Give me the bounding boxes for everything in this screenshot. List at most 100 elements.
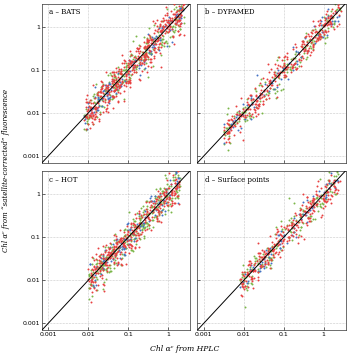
Point <box>105 92 110 97</box>
Point <box>133 222 138 228</box>
Point <box>323 199 329 205</box>
Point <box>310 197 316 203</box>
Point <box>121 242 127 247</box>
Point <box>142 54 148 59</box>
Point <box>318 176 323 182</box>
Point <box>145 221 150 227</box>
Point <box>114 241 119 247</box>
Point <box>128 51 134 57</box>
Point <box>151 200 156 206</box>
Point <box>298 57 304 62</box>
Point <box>112 77 117 83</box>
Point <box>87 99 92 105</box>
Point <box>97 266 103 271</box>
Point <box>112 74 118 80</box>
Point <box>248 97 253 103</box>
Point <box>118 81 124 87</box>
Point <box>304 219 310 225</box>
Point <box>285 234 290 240</box>
Point <box>111 265 117 271</box>
Point <box>156 37 161 42</box>
Point <box>153 213 159 219</box>
Point <box>121 242 127 248</box>
Point <box>163 38 169 44</box>
Point <box>176 15 182 21</box>
Point <box>171 200 177 206</box>
Point <box>281 74 287 80</box>
Point <box>320 212 325 218</box>
Point <box>174 194 179 200</box>
Point <box>244 269 250 275</box>
Point <box>262 251 267 257</box>
Point <box>309 27 314 33</box>
Point <box>159 24 164 30</box>
Point <box>137 236 142 242</box>
Point <box>304 48 310 54</box>
Point <box>130 229 136 235</box>
Point <box>139 49 144 55</box>
Point <box>166 28 172 33</box>
Point <box>157 191 163 196</box>
Point <box>221 140 227 146</box>
Point <box>297 59 303 65</box>
Point <box>225 120 230 126</box>
Point <box>154 28 159 34</box>
Point <box>281 233 287 238</box>
Point <box>310 203 316 209</box>
Point <box>270 77 276 83</box>
Point <box>293 223 299 228</box>
Point <box>270 248 276 254</box>
Point <box>117 70 122 76</box>
Point <box>115 68 121 74</box>
Point <box>221 131 227 137</box>
Point <box>281 244 286 249</box>
Point <box>240 272 246 278</box>
Point <box>170 24 175 30</box>
Point <box>150 46 156 51</box>
Point <box>153 41 159 47</box>
Point <box>112 248 117 254</box>
Point <box>105 256 111 262</box>
Point <box>87 115 92 121</box>
Point <box>260 102 266 107</box>
Point <box>270 254 276 260</box>
Point <box>102 248 108 253</box>
Point <box>305 214 311 220</box>
Point <box>326 166 332 172</box>
Point <box>131 231 136 237</box>
Point <box>141 66 147 72</box>
Point <box>112 257 117 263</box>
Point <box>100 286 105 292</box>
Text: c – HOT: c – HOT <box>49 176 78 184</box>
Point <box>281 65 286 70</box>
Point <box>276 241 282 247</box>
Point <box>96 266 101 272</box>
Point <box>102 249 107 255</box>
Point <box>264 246 269 251</box>
Point <box>169 189 174 194</box>
Point <box>252 86 258 92</box>
Point <box>178 7 184 13</box>
Point <box>134 62 140 68</box>
Point <box>118 71 124 77</box>
Point <box>97 94 103 99</box>
Point <box>309 39 314 45</box>
Point <box>323 193 328 198</box>
Point <box>114 240 119 246</box>
Point <box>230 117 235 123</box>
Point <box>144 40 150 45</box>
Point <box>317 28 322 34</box>
Point <box>94 99 99 105</box>
Point <box>113 260 118 266</box>
Point <box>113 77 118 82</box>
Point <box>299 43 305 49</box>
Point <box>324 34 329 40</box>
Point <box>262 259 268 264</box>
Point <box>149 198 154 204</box>
Point <box>151 30 157 36</box>
Point <box>322 198 328 204</box>
Point <box>148 204 153 210</box>
Point <box>91 91 96 97</box>
Point <box>88 98 94 103</box>
Point <box>84 99 90 105</box>
